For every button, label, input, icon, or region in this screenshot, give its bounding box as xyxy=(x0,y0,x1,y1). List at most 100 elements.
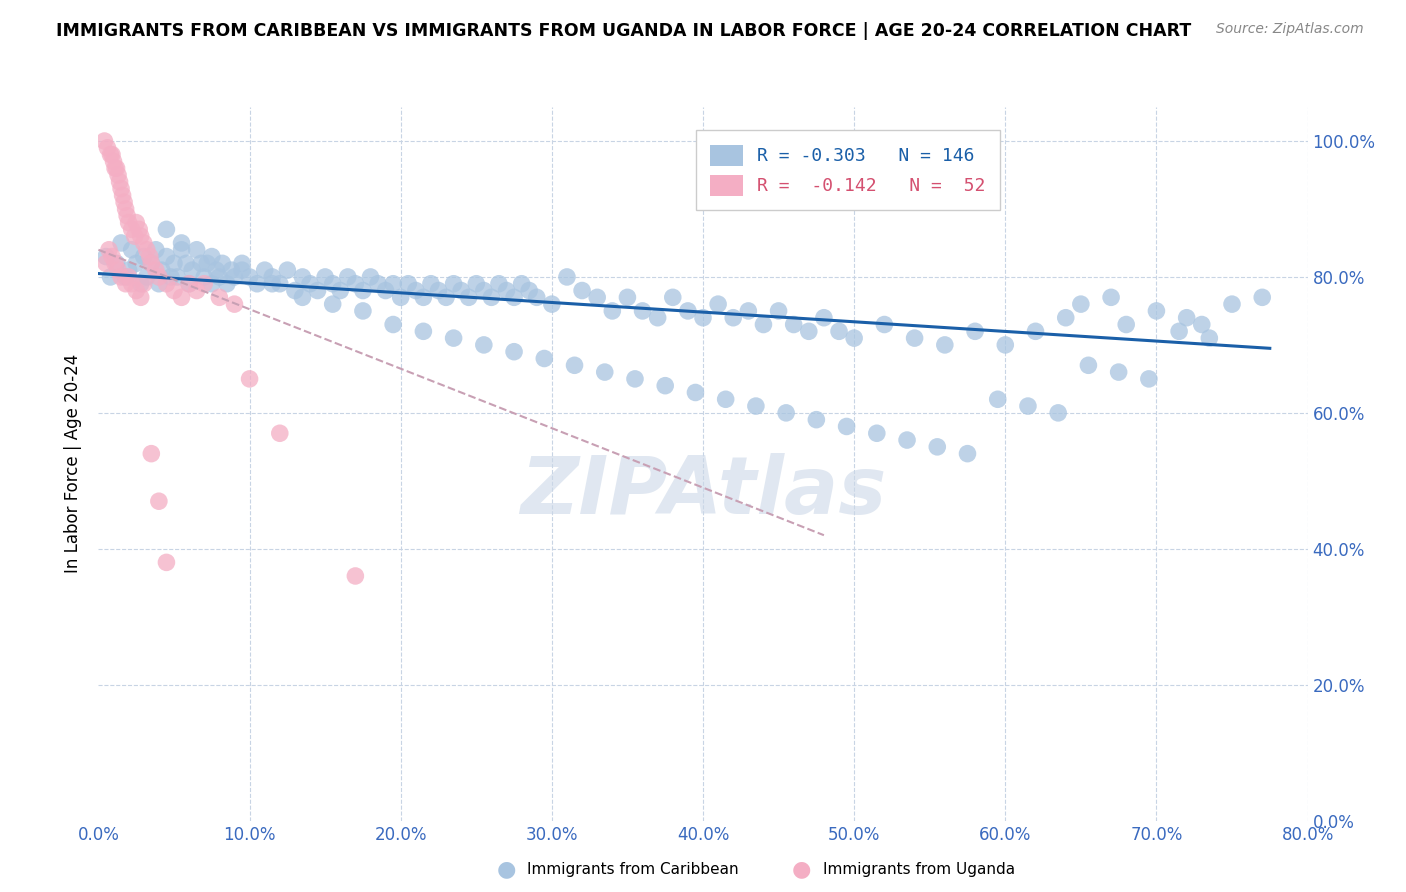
Point xyxy=(110,181,132,195)
Point xyxy=(262,269,284,284)
Point xyxy=(420,277,443,291)
Point xyxy=(389,290,412,304)
Point xyxy=(540,297,562,311)
Point xyxy=(322,297,344,311)
Point xyxy=(405,284,427,298)
Point xyxy=(1175,310,1198,325)
Point xyxy=(685,385,707,400)
Point xyxy=(105,256,128,270)
Point xyxy=(510,277,533,291)
Point xyxy=(179,277,201,291)
Point xyxy=(96,141,118,155)
Point xyxy=(457,290,479,304)
Point xyxy=(148,277,170,291)
Point xyxy=(118,263,141,277)
Point xyxy=(121,277,143,291)
Point xyxy=(155,277,177,291)
Point xyxy=(215,277,238,291)
Point xyxy=(179,277,201,291)
Point xyxy=(503,344,526,359)
Point xyxy=(108,175,131,189)
Point xyxy=(269,277,291,291)
Point xyxy=(965,324,987,338)
Point xyxy=(139,250,162,264)
Point xyxy=(231,263,253,277)
Point xyxy=(336,269,359,284)
Point xyxy=(344,569,367,583)
Point xyxy=(186,243,208,257)
Point xyxy=(503,290,526,304)
Point xyxy=(495,284,517,298)
Point xyxy=(806,412,828,426)
Point xyxy=(1115,318,1137,332)
Point xyxy=(631,304,654,318)
Point xyxy=(115,209,138,223)
Point xyxy=(132,277,155,291)
Point xyxy=(231,256,253,270)
Point xyxy=(1047,406,1070,420)
Point xyxy=(201,250,224,264)
Point xyxy=(382,318,405,332)
Point xyxy=(163,284,186,298)
Point xyxy=(472,338,495,352)
Point xyxy=(1220,297,1243,311)
Point xyxy=(994,338,1017,352)
Point xyxy=(132,235,155,250)
Point xyxy=(135,269,157,284)
Point xyxy=(104,256,127,270)
Point xyxy=(221,263,243,277)
Point xyxy=(602,304,624,318)
Point xyxy=(107,168,129,182)
Point xyxy=(450,284,472,298)
Text: Source: ZipAtlas.com: Source: ZipAtlas.com xyxy=(1216,22,1364,37)
Point xyxy=(141,256,163,270)
Text: Immigrants from Uganda: Immigrants from Uganda xyxy=(823,863,1015,877)
Point xyxy=(166,269,188,284)
Point xyxy=(927,440,949,454)
Point xyxy=(443,277,465,291)
Point xyxy=(676,304,699,318)
Point xyxy=(322,277,344,291)
Point xyxy=(110,269,132,284)
Point xyxy=(155,222,177,236)
Point xyxy=(94,250,117,264)
Point xyxy=(329,284,352,298)
Point xyxy=(135,243,157,257)
Point xyxy=(768,304,790,318)
Point xyxy=(517,284,540,298)
Point xyxy=(190,256,212,270)
Point xyxy=(647,310,669,325)
Point xyxy=(205,263,228,277)
Point xyxy=(299,277,322,291)
Point xyxy=(291,269,314,284)
Point xyxy=(616,290,638,304)
Point xyxy=(145,243,167,257)
Point xyxy=(253,263,276,277)
Point xyxy=(934,338,956,352)
Point xyxy=(412,324,434,338)
Point xyxy=(896,433,918,447)
Y-axis label: In Labor Force | Age 20-24: In Labor Force | Age 20-24 xyxy=(65,354,83,574)
Text: ●: ● xyxy=(792,860,811,880)
Point xyxy=(360,269,382,284)
Point xyxy=(1054,310,1077,325)
Point xyxy=(472,284,495,298)
Point xyxy=(125,284,148,298)
Point xyxy=(374,284,396,298)
Text: ●: ● xyxy=(496,860,516,880)
Point xyxy=(352,304,374,318)
Point xyxy=(262,277,284,291)
Point xyxy=(104,161,127,176)
Text: IMMIGRANTS FROM CARIBBEAN VS IMMIGRANTS FROM UGANDA IN LABOR FORCE | AGE 20-24 C: IMMIGRANTS FROM CARIBBEAN VS IMMIGRANTS … xyxy=(56,22,1191,40)
Point xyxy=(481,290,503,304)
Point xyxy=(1108,365,1130,379)
Point xyxy=(624,372,647,386)
Point xyxy=(129,290,152,304)
Point xyxy=(94,256,117,270)
Point xyxy=(1191,318,1213,332)
Point xyxy=(1198,331,1220,345)
Point xyxy=(904,331,927,345)
Point xyxy=(174,256,197,270)
Point xyxy=(434,290,457,304)
Point xyxy=(745,399,768,413)
